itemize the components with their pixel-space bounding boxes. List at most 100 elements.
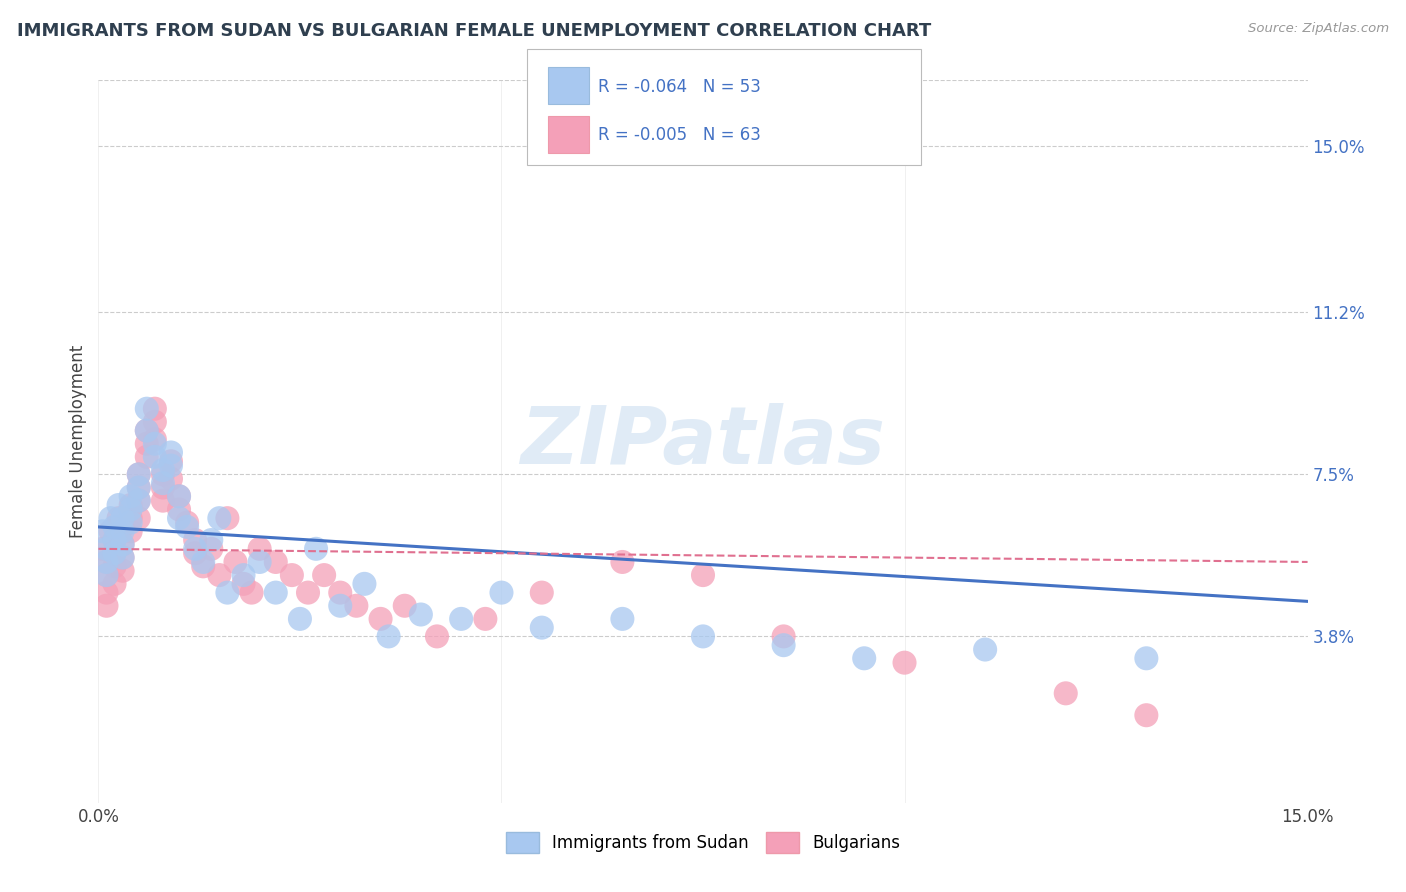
Point — [240, 585, 263, 599]
Point — [120, 524, 142, 539]
Point — [91, 524, 114, 539]
Point — [96, 555, 118, 569]
Point — [297, 585, 319, 599]
Point — [474, 612, 496, 626]
Point — [96, 599, 118, 613]
Point — [143, 433, 166, 447]
Point — [128, 511, 150, 525]
Point — [184, 546, 207, 560]
Point — [103, 546, 125, 560]
Point — [264, 555, 287, 569]
Point — [160, 472, 183, 486]
Point — [103, 546, 125, 560]
Point — [96, 555, 118, 569]
Point — [128, 467, 150, 482]
Point — [353, 577, 375, 591]
Point — [281, 568, 304, 582]
Point — [111, 550, 134, 565]
Point — [1054, 686, 1077, 700]
Point — [167, 489, 190, 503]
Point — [96, 541, 118, 556]
Text: R = -0.005   N = 63: R = -0.005 N = 63 — [598, 126, 761, 144]
Point — [111, 511, 134, 525]
Point — [152, 463, 174, 477]
Point — [96, 568, 118, 582]
Point — [103, 559, 125, 574]
Point — [167, 511, 190, 525]
Point — [1135, 651, 1157, 665]
Point — [232, 577, 254, 591]
Point — [974, 642, 997, 657]
Point — [1135, 708, 1157, 723]
Point — [143, 401, 166, 416]
Point — [232, 568, 254, 582]
Point — [264, 585, 287, 599]
Point — [193, 559, 215, 574]
Point — [370, 612, 392, 626]
Point — [152, 481, 174, 495]
Point — [135, 424, 157, 438]
Point — [394, 599, 416, 613]
Point — [692, 629, 714, 643]
Point — [530, 621, 553, 635]
Point — [107, 498, 129, 512]
Text: Source: ZipAtlas.com: Source: ZipAtlas.com — [1249, 22, 1389, 36]
Point — [772, 629, 794, 643]
Point — [143, 415, 166, 429]
Point — [135, 401, 157, 416]
Point — [217, 511, 239, 525]
Point — [208, 511, 231, 525]
Point — [128, 493, 150, 508]
Point — [120, 511, 142, 525]
Point — [450, 612, 472, 626]
Point — [107, 511, 129, 525]
Point — [176, 516, 198, 530]
Point — [491, 585, 513, 599]
Point — [120, 502, 142, 516]
Point — [409, 607, 432, 622]
Point — [128, 467, 150, 482]
Point — [249, 555, 271, 569]
Point — [530, 585, 553, 599]
Point — [167, 489, 190, 503]
Point — [305, 541, 328, 556]
Text: IMMIGRANTS FROM SUDAN VS BULGARIAN FEMALE UNEMPLOYMENT CORRELATION CHART: IMMIGRANTS FROM SUDAN VS BULGARIAN FEMAL… — [17, 22, 931, 40]
Point — [100, 511, 122, 525]
Y-axis label: Female Unemployment: Female Unemployment — [69, 345, 87, 538]
Point — [893, 656, 915, 670]
Point — [111, 520, 134, 534]
Point — [96, 568, 118, 582]
Point — [329, 585, 352, 599]
Point — [128, 481, 150, 495]
Point — [200, 533, 222, 547]
Point — [128, 481, 150, 495]
Point — [111, 537, 134, 551]
Point — [160, 454, 183, 468]
Point — [143, 436, 166, 450]
Text: R = -0.064   N = 53: R = -0.064 N = 53 — [598, 78, 761, 96]
Point — [160, 458, 183, 473]
Point — [120, 498, 142, 512]
Point — [184, 541, 207, 556]
Point — [135, 450, 157, 464]
Point — [96, 585, 118, 599]
Point — [152, 493, 174, 508]
Point — [772, 638, 794, 652]
Point — [152, 476, 174, 491]
Point — [103, 533, 125, 547]
Point — [329, 599, 352, 613]
Point — [103, 577, 125, 591]
Point — [314, 568, 336, 582]
Point — [853, 651, 876, 665]
Point — [612, 555, 634, 569]
Point — [167, 502, 190, 516]
Point — [176, 520, 198, 534]
Point — [135, 424, 157, 438]
Point — [184, 533, 207, 547]
Point — [344, 599, 367, 613]
Point — [217, 585, 239, 599]
Point — [111, 524, 134, 539]
Point — [224, 555, 246, 569]
Text: ZIPatlas: ZIPatlas — [520, 402, 886, 481]
Point — [377, 629, 399, 643]
